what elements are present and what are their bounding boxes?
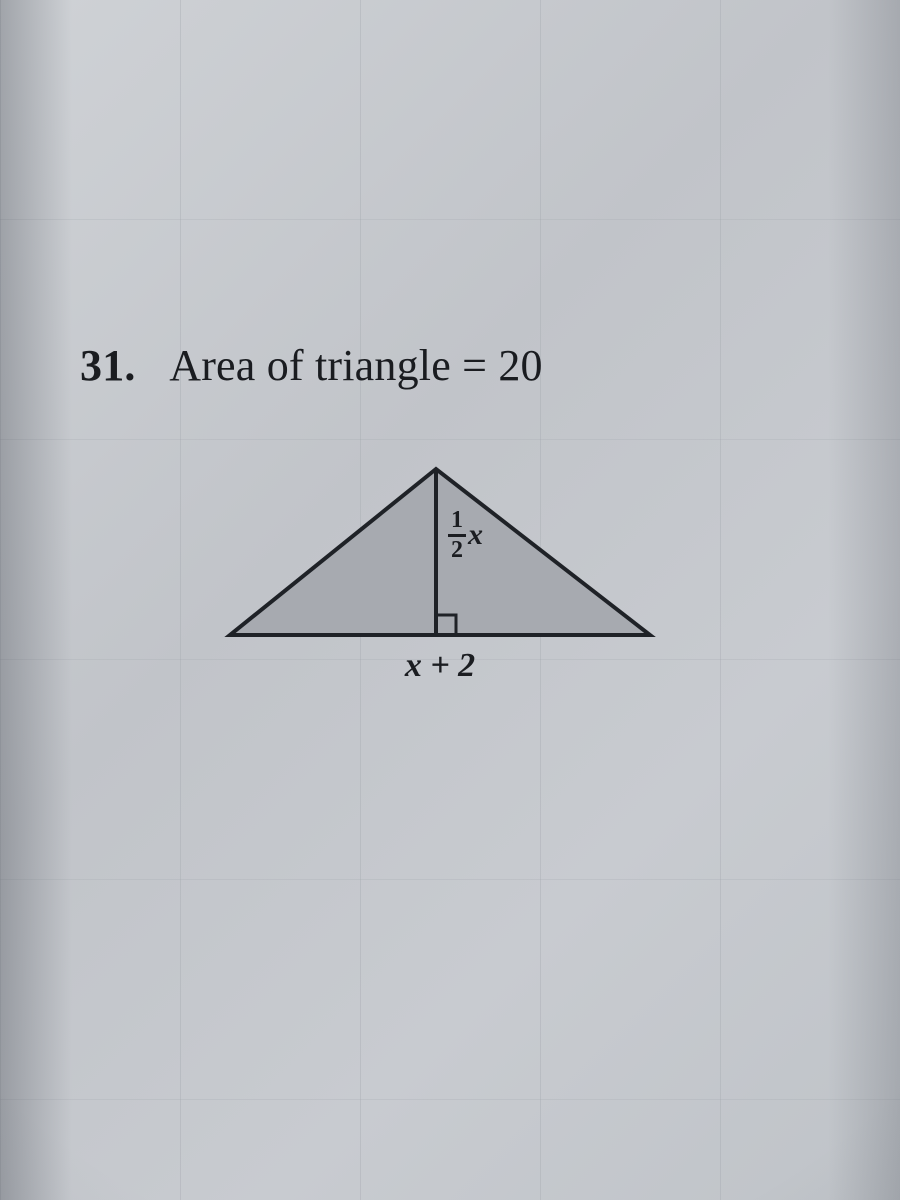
problem-statement: Area of triangle = 20 [169, 341, 543, 390]
base-label: x + 2 [200, 647, 680, 685]
fraction-numerator: 1 [448, 509, 466, 532]
fraction-one-half: 1 2 [448, 509, 466, 562]
height-label: 1 2 x [448, 509, 483, 562]
problem-block: 31. Area of triangle = 20 1 2 x x + 2 [80, 340, 820, 699]
problem-title: 31. Area of triangle = 20 [80, 340, 820, 391]
triangle-svg [200, 439, 680, 669]
problem-number: 31. [80, 341, 136, 390]
height-variable: x [468, 518, 483, 551]
triangle-figure: 1 2 x x + 2 [200, 439, 680, 699]
base-expression: x + 2 [405, 647, 475, 684]
fraction-denominator: 2 [448, 539, 466, 562]
